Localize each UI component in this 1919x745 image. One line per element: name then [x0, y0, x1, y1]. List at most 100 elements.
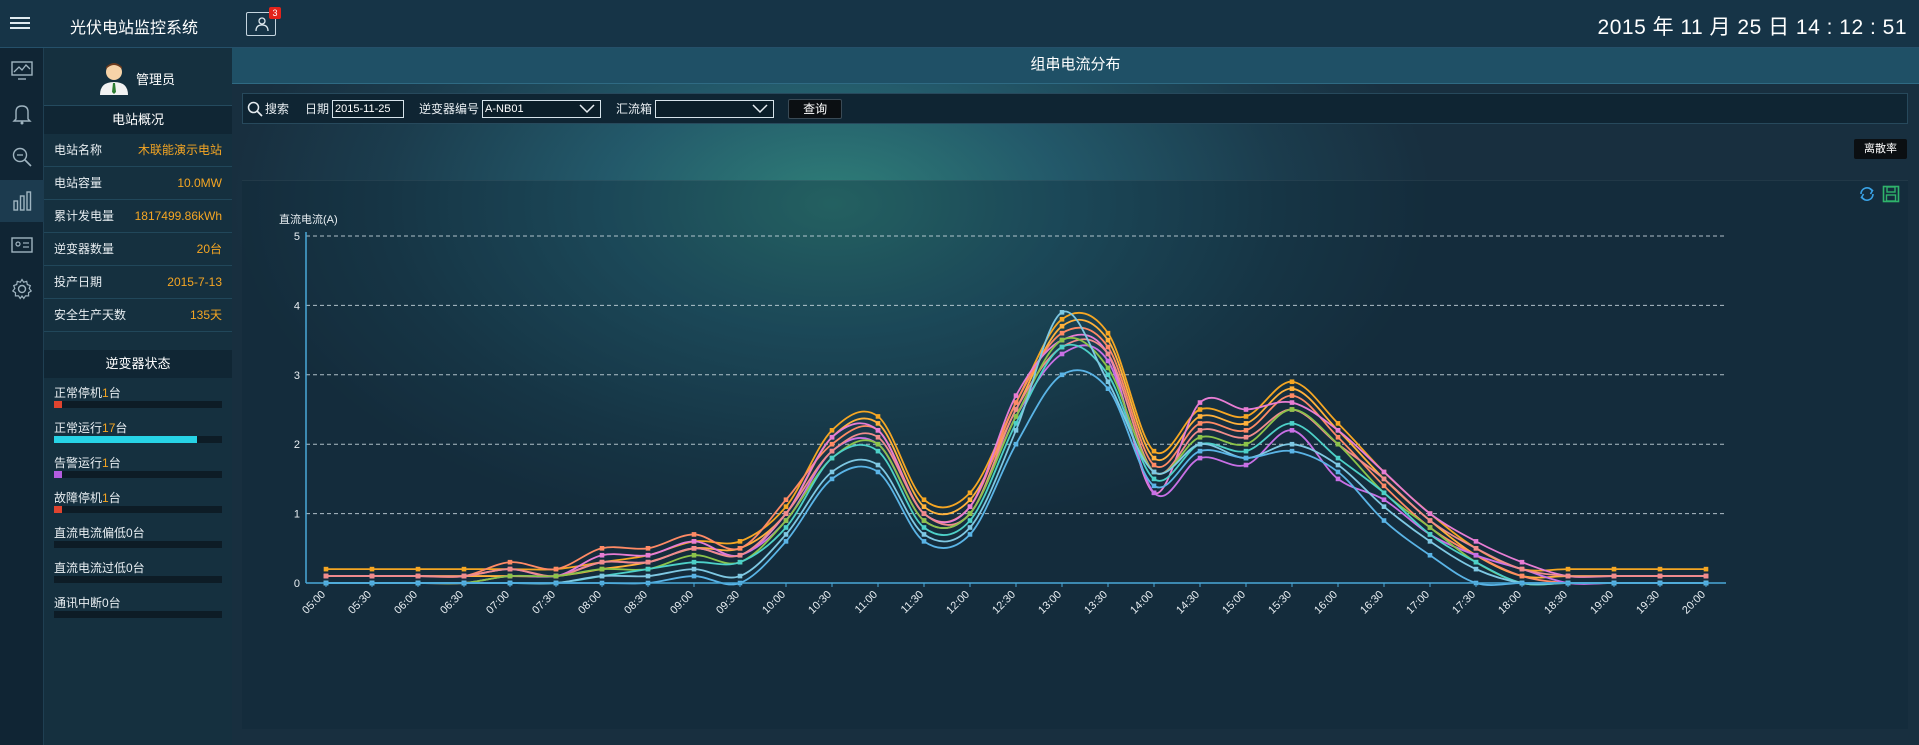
icon-navigation [0, 48, 44, 745]
series-line [326, 311, 1706, 572]
data-point [1289, 393, 1295, 398]
data-point [921, 539, 927, 544]
inverter-status-item[interactable]: 正常停机1台 [44, 378, 232, 413]
data-point [1289, 421, 1295, 426]
data-point [875, 428, 881, 433]
refresh-icon[interactable] [1858, 185, 1876, 208]
status-count: 17 [102, 421, 116, 435]
overview-heading: 电站概况 [44, 106, 232, 134]
data-point [1519, 573, 1525, 579]
status-text: 告警运行 [54, 456, 103, 470]
search-label[interactable]: 搜索 [265, 102, 290, 116]
x-tick-label: 13:00 [1036, 589, 1064, 617]
overview-row: 电站容量 10.0MW [44, 167, 232, 200]
chart-panel: 直流电流(A) 0 1 2 3 4 5 05:00 05:30 06:00 06:30 07:00 0… [242, 180, 1908, 729]
inverter-status-item[interactable]: 直流电流过低0台 [44, 553, 232, 588]
status-text: 故障停机 [54, 491, 103, 505]
nav-records[interactable] [0, 224, 44, 266]
data-point [1381, 469, 1387, 475]
x-tick-label: 14:00 [1128, 589, 1156, 617]
x-tick-label: 12:30 [990, 589, 1018, 617]
x-tick-label: 18:30 [1542, 589, 1570, 617]
data-point [1243, 434, 1249, 440]
x-tick-label: 06:00 [392, 589, 420, 617]
date-input[interactable] [332, 99, 405, 118]
combiner-select[interactable] [655, 99, 775, 118]
overview-value: 20台 [196, 242, 222, 256]
data-point [1381, 504, 1387, 509]
inverter-select[interactable]: A-NB01 [482, 99, 602, 118]
y-tick-label: 0 [294, 578, 300, 590]
data-point [1105, 379, 1111, 385]
inverter-status-list: 正常停机1台 正常运行17台告警运行1台 故障停机1台 直流电流偏低0台直流电流过低0… [44, 378, 232, 623]
status-progress-bar [54, 471, 222, 478]
data-point [875, 441, 881, 447]
save-image-icon[interactable] [1882, 185, 1900, 208]
status-progress-bar [54, 506, 222, 513]
status-text: 正常运行 [54, 421, 103, 435]
y-tick-label: 3 [294, 370, 300, 382]
inverter-status-item[interactable]: 通讯中断0台 [44, 588, 232, 623]
bar-chart-icon [13, 191, 32, 211]
gear-icon [11, 278, 33, 300]
data-point [967, 525, 973, 530]
data-point [875, 448, 881, 454]
data-point [1151, 448, 1157, 454]
data-point [1657, 573, 1663, 579]
data-point [1197, 441, 1203, 447]
data-point [1565, 566, 1571, 572]
data-point [1013, 428, 1019, 433]
status-count: 1 [102, 386, 109, 400]
data-point [1151, 476, 1157, 482]
inverter-status-item[interactable]: 故障停机1台 [44, 483, 232, 518]
series-line [326, 343, 1706, 586]
data-point [645, 559, 651, 565]
status-text: 直流电流过低0台 [54, 561, 145, 575]
query-button[interactable]: 查询 [788, 98, 843, 119]
data-point [921, 511, 927, 516]
overview-row: 投产日期 2015-7-13 [44, 266, 232, 299]
data-point [921, 497, 927, 503]
nav-monitor[interactable] [0, 50, 44, 92]
overview-row: 安全生产天数 135天 [44, 299, 232, 332]
x-tick-label: 09:00 [668, 589, 696, 617]
y-tick-label: 1 [294, 509, 300, 521]
nav-alarms[interactable] [0, 93, 44, 135]
data-point [1059, 330, 1065, 336]
hamburger-menu-icon[interactable] [10, 14, 30, 32]
data-point [1105, 337, 1111, 343]
inverter-status-label: 直流电流偏低0台 [54, 518, 222, 541]
inverter-status-item[interactable]: 直流电流偏低0台 [44, 518, 232, 553]
data-point [691, 546, 697, 551]
overview-value: 10.0MW [177, 176, 222, 190]
data-point [1335, 476, 1341, 482]
status-progress-bar [54, 611, 222, 618]
x-tick-label: 08:30 [622, 589, 650, 617]
notification-button[interactable]: 3 [246, 7, 281, 36]
nav-settings[interactable] [0, 268, 44, 310]
series-line [326, 318, 1706, 579]
data-point [1059, 351, 1065, 357]
nav-search[interactable] [0, 136, 44, 178]
nav-analysis[interactable] [0, 180, 44, 222]
data-point [783, 511, 789, 516]
inverter-status-label: 正常运行17台 [54, 413, 222, 436]
data-point [691, 573, 697, 579]
data-point [645, 552, 651, 558]
data-point [1013, 441, 1019, 447]
data-point [1289, 379, 1295, 385]
data-point [1519, 559, 1525, 565]
data-point [829, 428, 835, 433]
data-point [1427, 525, 1433, 530]
inverter-status-item[interactable]: 正常运行17台 [44, 413, 232, 448]
inverter-status-item[interactable]: 告警运行1台 [44, 448, 232, 483]
data-point [553, 573, 559, 579]
dispersion-button[interactable]: 离散率 [1854, 139, 1907, 159]
data-point [507, 573, 513, 579]
y-tick-label: 2 [294, 439, 300, 451]
data-point [599, 546, 605, 551]
data-point [921, 518, 927, 523]
data-point [415, 566, 421, 572]
filter-toolbar: 搜索 日期 逆变器编号 A-NB01 汇流箱 查询 [242, 93, 1908, 124]
x-tick-label: 14:30 [1174, 589, 1202, 617]
